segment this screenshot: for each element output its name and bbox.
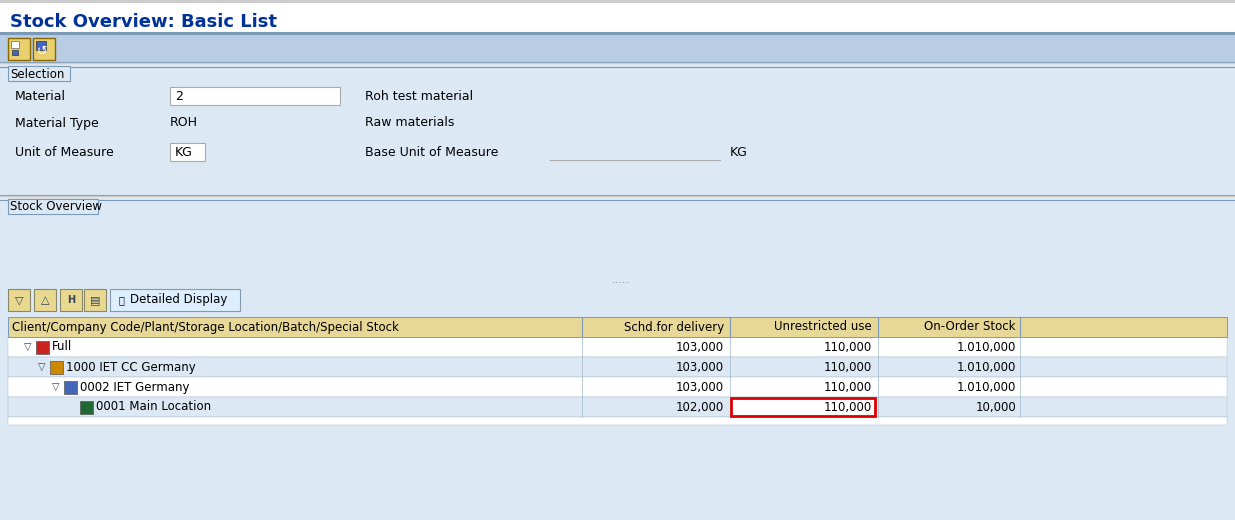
Bar bbox=[7, 289, 30, 311]
Bar bbox=[110, 289, 240, 311]
Bar bbox=[170, 143, 205, 161]
Bar bbox=[36, 341, 49, 354]
Text: Unrestricted use: Unrestricted use bbox=[774, 320, 872, 333]
Bar bbox=[35, 289, 56, 311]
Text: 🔍: 🔍 bbox=[119, 295, 124, 305]
Bar bbox=[7, 417, 1228, 425]
Text: 103,000: 103,000 bbox=[676, 360, 724, 373]
Text: 10,000: 10,000 bbox=[976, 400, 1016, 413]
Text: ROH: ROH bbox=[170, 116, 198, 129]
Bar bbox=[7, 287, 1228, 313]
Bar bbox=[64, 381, 77, 394]
Bar bbox=[61, 289, 82, 311]
Bar bbox=[0, 63, 1235, 66]
Text: Schd.for delivery: Schd.for delivery bbox=[624, 320, 724, 333]
Text: ↺: ↺ bbox=[37, 45, 47, 58]
Bar bbox=[0, 196, 1235, 199]
Text: 110,000: 110,000 bbox=[824, 341, 872, 354]
Bar bbox=[0, 199, 1235, 520]
Bar bbox=[12, 50, 19, 55]
Bar bbox=[7, 377, 1228, 397]
Text: 0001 Main Location: 0001 Main Location bbox=[96, 400, 211, 413]
Text: Detailed Display: Detailed Display bbox=[130, 293, 227, 306]
Text: ▽: ▽ bbox=[52, 382, 59, 392]
Text: Unit of Measure: Unit of Measure bbox=[15, 146, 114, 159]
Text: ▽: ▽ bbox=[15, 295, 23, 305]
Bar bbox=[731, 398, 876, 416]
Text: Stock Overview: Stock Overview bbox=[10, 201, 103, 214]
Bar bbox=[0, 3, 1235, 33]
Text: Stock Overview: Basic List: Stock Overview: Basic List bbox=[10, 13, 277, 31]
Text: 103,000: 103,000 bbox=[676, 381, 724, 394]
Bar bbox=[7, 397, 1228, 417]
Text: ▽: ▽ bbox=[25, 342, 32, 352]
Text: 0002 IET Germany: 0002 IET Germany bbox=[80, 381, 189, 394]
Bar bbox=[0, 66, 1235, 196]
Bar bbox=[7, 66, 70, 81]
Text: Selection: Selection bbox=[10, 68, 64, 81]
Text: KG: KG bbox=[730, 146, 748, 159]
Text: 110,000: 110,000 bbox=[824, 360, 872, 373]
Bar bbox=[7, 317, 1228, 337]
Bar bbox=[0, 0, 1235, 3]
Text: △: △ bbox=[41, 295, 49, 305]
Bar bbox=[36, 41, 46, 50]
Text: 103,000: 103,000 bbox=[676, 341, 724, 354]
Text: Base Unit of Measure: Base Unit of Measure bbox=[366, 146, 499, 159]
Text: 1.010,000: 1.010,000 bbox=[957, 341, 1016, 354]
Text: .....: ..... bbox=[613, 275, 630, 285]
Text: 102,000: 102,000 bbox=[676, 400, 724, 413]
Text: 1.010,000: 1.010,000 bbox=[957, 360, 1016, 373]
Text: 1000 IET CC Germany: 1000 IET CC Germany bbox=[65, 360, 196, 373]
Bar bbox=[170, 87, 340, 105]
Text: ▽: ▽ bbox=[38, 362, 46, 372]
Bar bbox=[7, 38, 30, 60]
Text: Client/Company Code/Plant/Storage Location/Batch/Special Stock: Client/Company Code/Plant/Storage Locati… bbox=[12, 320, 399, 333]
Text: Roh test material: Roh test material bbox=[366, 90, 473, 103]
Text: Raw materials: Raw materials bbox=[366, 116, 454, 129]
Bar bbox=[7, 337, 1228, 357]
Text: 1.010,000: 1.010,000 bbox=[957, 381, 1016, 394]
Bar bbox=[80, 401, 93, 414]
Bar bbox=[33, 38, 56, 60]
Text: H: H bbox=[67, 295, 75, 305]
Text: KG: KG bbox=[175, 146, 193, 159]
Bar bbox=[11, 41, 19, 48]
Text: Material: Material bbox=[15, 90, 65, 103]
Text: ▤: ▤ bbox=[90, 295, 100, 305]
Bar bbox=[0, 33, 1235, 63]
Bar bbox=[84, 289, 106, 311]
Bar bbox=[7, 199, 98, 214]
Bar bbox=[49, 361, 63, 374]
Text: Full: Full bbox=[52, 341, 73, 354]
Text: 110,000: 110,000 bbox=[824, 381, 872, 394]
Text: Material Type: Material Type bbox=[15, 116, 99, 129]
Bar bbox=[7, 357, 1228, 377]
Text: On-Order Stock: On-Order Stock bbox=[925, 320, 1016, 333]
Text: 110,000: 110,000 bbox=[824, 400, 872, 413]
Text: 2: 2 bbox=[175, 90, 183, 103]
